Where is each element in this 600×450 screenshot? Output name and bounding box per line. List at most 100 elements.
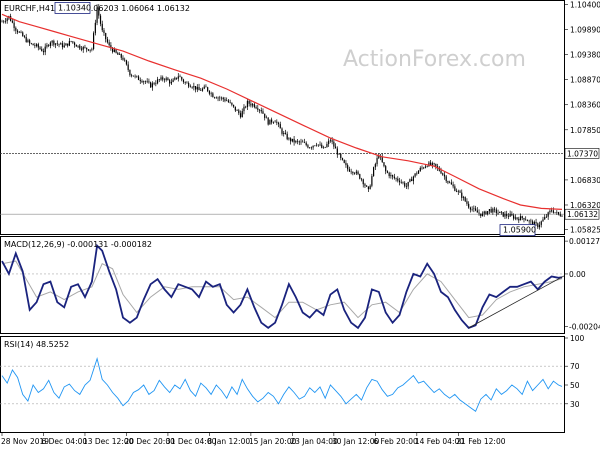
candle-body <box>63 45 65 48</box>
candle-body <box>27 40 29 42</box>
macd-tick-label: -0.002042 <box>569 322 600 331</box>
candle-body <box>39 47 41 49</box>
candle-body <box>291 138 293 142</box>
candle-body <box>65 43 67 46</box>
candle-body <box>70 41 72 42</box>
low-annotation: 1.05900 <box>499 224 536 237</box>
candle-body <box>481 213 484 216</box>
candle-body <box>450 182 452 185</box>
candle-body <box>519 216 522 221</box>
price-candles <box>1 4 563 230</box>
candle-body <box>229 102 231 103</box>
time-tick-label: 28 Nov 2019 <box>1 437 49 446</box>
candle-body <box>255 107 257 109</box>
candle-body <box>530 220 532 222</box>
candle-body <box>54 43 57 45</box>
candle-body <box>526 220 529 222</box>
candle-body <box>279 124 281 129</box>
candle-body <box>511 213 513 216</box>
candle-body <box>34 45 36 47</box>
candle-body <box>258 109 261 111</box>
candle-body <box>213 97 216 98</box>
macd-tick-label: 0.00 <box>569 270 586 279</box>
rsi-tick-label: 50 <box>570 381 580 390</box>
candle-body <box>528 220 530 222</box>
candle-body <box>502 212 504 217</box>
candle-body <box>454 186 456 191</box>
candle-body <box>436 166 439 168</box>
candle-body <box>366 185 368 187</box>
candle-body <box>151 83 153 88</box>
candle-body <box>392 175 394 177</box>
candle-body <box>265 117 268 119</box>
candle-body <box>288 138 290 140</box>
candle-body <box>326 143 328 148</box>
candle-body <box>331 140 333 142</box>
candle-body <box>150 82 152 88</box>
price-tick-label: 1.08870 <box>570 76 600 85</box>
candle-body <box>162 77 164 80</box>
candle-body <box>333 141 335 147</box>
candle-body <box>175 77 178 79</box>
candle-body <box>196 87 198 90</box>
candle-body <box>35 44 38 47</box>
candle-body <box>61 43 64 48</box>
rsi-line <box>1 357 563 412</box>
candle-body <box>286 133 288 140</box>
candle-body <box>312 145 314 148</box>
candle-body <box>374 164 376 168</box>
candle-body <box>201 88 204 91</box>
macd-tick-label: 0.001279 <box>569 237 600 246</box>
candle-body <box>343 159 345 163</box>
candle-body <box>156 79 159 84</box>
candle-body <box>60 43 62 45</box>
candle-body <box>407 181 409 187</box>
candle-body <box>507 215 510 217</box>
candle-body <box>426 166 428 167</box>
candle-body <box>110 45 112 49</box>
candle-body <box>143 81 145 83</box>
candle-body <box>86 47 88 50</box>
candle-body <box>112 48 114 52</box>
candle-body <box>459 191 461 193</box>
candle-body <box>487 211 489 215</box>
candle-body <box>552 210 554 213</box>
candle-body <box>91 48 93 50</box>
candle-body <box>376 158 378 165</box>
candle-body <box>58 43 60 45</box>
candle-body <box>153 83 155 85</box>
candle-body <box>462 197 465 198</box>
candle-body <box>545 216 548 218</box>
candle-body <box>93 33 95 49</box>
candle-body <box>18 31 20 33</box>
price-tick-label: 1.05825 <box>570 225 600 234</box>
candle-body <box>29 40 31 44</box>
candle-body <box>525 219 527 221</box>
candle-body <box>276 121 278 123</box>
candle-body <box>117 52 119 55</box>
candle-body <box>75 44 77 47</box>
time-tick-label: 6 Feb 20:00 <box>373 437 418 446</box>
candle-body <box>542 219 544 222</box>
candle-body <box>277 122 280 125</box>
candle-body <box>315 144 318 146</box>
candle-body <box>345 162 347 166</box>
time-tick-label: 6 Dec 04:00 <box>41 437 87 446</box>
candle-body <box>561 215 563 217</box>
candle-body <box>302 141 304 143</box>
candle-body <box>412 176 414 182</box>
candle-body <box>544 217 546 220</box>
price-tick-label: 1.10400 <box>570 0 600 9</box>
candle-body <box>264 113 266 118</box>
candle-body <box>25 37 27 42</box>
candle-body <box>514 217 516 219</box>
candle-body <box>239 113 242 118</box>
candle-body <box>309 147 311 149</box>
candle-body <box>243 106 245 112</box>
candle-body <box>398 180 401 183</box>
macd-axis: 0.001279 0.00 -0.002042 <box>0 237 600 331</box>
candle-body <box>136 75 138 77</box>
level-line-label: 1.07370 <box>567 149 598 158</box>
candle-body <box>293 138 295 143</box>
